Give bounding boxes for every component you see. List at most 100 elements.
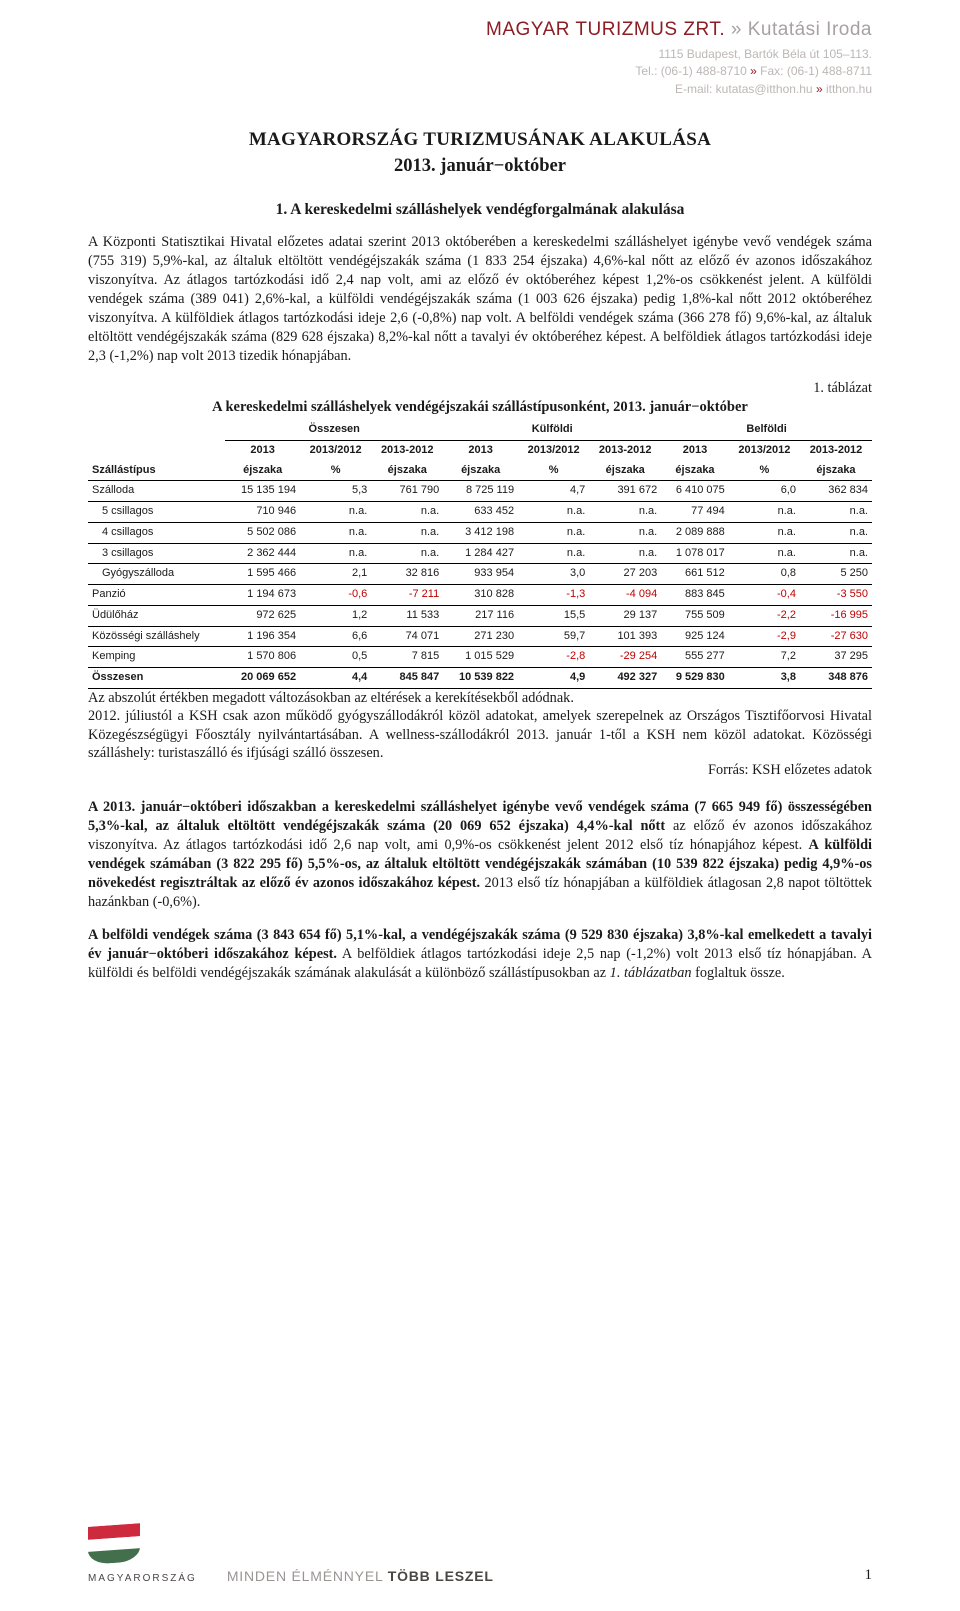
cell: n.a. bbox=[589, 543, 661, 564]
cell: -0,4 bbox=[729, 585, 800, 606]
cell: n.a. bbox=[300, 502, 371, 523]
cell: 6 410 075 bbox=[661, 481, 729, 502]
cell: 59,7 bbox=[518, 626, 589, 647]
unit-col: % bbox=[518, 461, 589, 481]
page-footer: MAGYARORSZÁG MINDEN ÉLMÉNNYEL TÖBB LESZE… bbox=[88, 1525, 872, 1585]
cell: 1 196 354 bbox=[225, 626, 300, 647]
contact-email-line: E-mail: kutatas@itthon.hu » itthon.hu bbox=[486, 81, 872, 98]
table-head: Összesen Külföldi Belföldi 2013 2013/201… bbox=[88, 420, 872, 481]
cell: -0,6 bbox=[300, 585, 371, 606]
table-row: 5 csillagos710 946n.a.n.a.633 452n.a.n.a… bbox=[88, 502, 872, 523]
table-totals-row: Összesen20 069 6524,4845 84710 539 8224,… bbox=[88, 668, 872, 689]
cell: 2 089 888 bbox=[661, 522, 729, 543]
row-label: Szálloda bbox=[88, 481, 225, 502]
cell: 1,2 bbox=[300, 605, 371, 626]
unit-col: éjszaka bbox=[661, 461, 729, 481]
cell: n.a. bbox=[371, 543, 443, 564]
brand-suffix: Kutatási Iroda bbox=[748, 19, 872, 40]
row-label: Kemping bbox=[88, 647, 225, 668]
cell: 1 078 017 bbox=[661, 543, 729, 564]
unit-col: éjszaka bbox=[443, 461, 518, 481]
footer-country: MAGYARORSZÁG bbox=[88, 1573, 197, 1586]
cell: -1,3 bbox=[518, 585, 589, 606]
cell: 1 570 806 bbox=[225, 647, 300, 668]
footnote-1: Az abszolút értékben megadott változások… bbox=[88, 689, 872, 707]
unit-col: % bbox=[300, 461, 371, 481]
year-col: 2013-2012 bbox=[371, 440, 443, 460]
cell: 6,0 bbox=[729, 481, 800, 502]
cell: 710 946 bbox=[225, 502, 300, 523]
table-source: Forrás: KSH előzetes adatok bbox=[88, 762, 872, 780]
cell: 633 452 bbox=[443, 502, 518, 523]
year-col: 2013/2012 bbox=[729, 440, 800, 460]
cell: 492 327 bbox=[589, 668, 661, 689]
cell: n.a. bbox=[729, 522, 800, 543]
cell: 4,4 bbox=[300, 668, 371, 689]
paragraph-2: A 2013. január−októberi időszakban a ker… bbox=[88, 798, 872, 912]
cell: 5 250 bbox=[800, 564, 872, 585]
cell: 755 509 bbox=[661, 605, 729, 626]
contact-phone-line: Tel.: (06-1) 488-8710 » Fax: (06-1) 488-… bbox=[486, 63, 872, 80]
cell: 1 015 529 bbox=[443, 647, 518, 668]
cell: 11 533 bbox=[371, 605, 443, 626]
title-block: MAGYARORSZÁG TURIZMUSÁNAK ALAKULÁSA 2013… bbox=[88, 128, 872, 178]
cell: 7 815 bbox=[371, 647, 443, 668]
table-year-row: 2013 2013/2012 2013-2012 2013 2013/2012 … bbox=[88, 440, 872, 460]
table-row: Üdülőház972 6251,211 533217 11615,529 13… bbox=[88, 605, 872, 626]
row-label: 4 csillagos bbox=[88, 522, 225, 543]
table-row: Kemping1 570 8060,57 8151 015 529-2,8-29… bbox=[88, 647, 872, 668]
contact-address: 1115 Budapest, Bartók Béla út 105–113. bbox=[486, 46, 872, 63]
table-row: 3 csillagos2 362 444n.a.n.a.1 284 427n.a… bbox=[88, 543, 872, 564]
cell: n.a. bbox=[589, 522, 661, 543]
cell: 362 834 bbox=[800, 481, 872, 502]
cell: 4,7 bbox=[518, 481, 589, 502]
year-col: 2013 bbox=[443, 440, 518, 460]
cell: 972 625 bbox=[225, 605, 300, 626]
row-label: Panzió bbox=[88, 585, 225, 606]
cell: 6,6 bbox=[300, 626, 371, 647]
cell: 3,0 bbox=[518, 564, 589, 585]
unit-col: % bbox=[729, 461, 800, 481]
row-label: Gyógyszálloda bbox=[88, 564, 225, 585]
group-col: Külföldi bbox=[443, 420, 661, 440]
table-group-row: Összesen Külföldi Belföldi bbox=[88, 420, 872, 440]
footnote-2: 2012. júliustól a KSH csak azon működő g… bbox=[88, 707, 872, 762]
cell: 15,5 bbox=[518, 605, 589, 626]
table-row: Szálloda15 135 1945,3761 7908 725 1194,7… bbox=[88, 481, 872, 502]
cell: 271 230 bbox=[443, 626, 518, 647]
cell: 845 847 bbox=[371, 668, 443, 689]
cell: 348 876 bbox=[800, 668, 872, 689]
table-row: Panzió1 194 673-0,6-7 211310 828-1,3-4 0… bbox=[88, 585, 872, 606]
cell: 1 595 466 bbox=[225, 564, 300, 585]
cell: 74 071 bbox=[371, 626, 443, 647]
cell: 925 124 bbox=[661, 626, 729, 647]
cell: -2,8 bbox=[518, 647, 589, 668]
cell: 3,8 bbox=[729, 668, 800, 689]
cell: -27 630 bbox=[800, 626, 872, 647]
cell: n.a. bbox=[800, 522, 872, 543]
cell: 8 725 119 bbox=[443, 481, 518, 502]
row-label: Közösségi szálláshely bbox=[88, 626, 225, 647]
cell: 0,5 bbox=[300, 647, 371, 668]
cell: 27 203 bbox=[589, 564, 661, 585]
cell: 5,3 bbox=[300, 481, 371, 502]
data-table: Összesen Külföldi Belföldi 2013 2013/201… bbox=[88, 420, 872, 689]
col0-label: Szállástípus bbox=[88, 461, 225, 481]
cell: 661 512 bbox=[661, 564, 729, 585]
cell: n.a. bbox=[518, 543, 589, 564]
cell: 883 845 bbox=[661, 585, 729, 606]
brand-sep: » bbox=[731, 19, 742, 40]
group-col: Belföldi bbox=[661, 420, 872, 440]
cell: 5 502 086 bbox=[225, 522, 300, 543]
cell: 15 135 194 bbox=[225, 481, 300, 502]
year-col: 2013-2012 bbox=[589, 440, 661, 460]
row-label: Üdülőház bbox=[88, 605, 225, 626]
cell: 0,8 bbox=[729, 564, 800, 585]
contact-block: 1115 Budapest, Bartók Béla út 105–113. T… bbox=[486, 46, 872, 98]
cell: 101 393 bbox=[589, 626, 661, 647]
section-heading: 1. A kereskedelmi szálláshelyek vendégfo… bbox=[88, 200, 872, 219]
flag-icon bbox=[88, 1523, 140, 1565]
cell: 217 116 bbox=[443, 605, 518, 626]
slogan-b: TÖBB LESZEL bbox=[388, 1568, 494, 1584]
slogan-a: MINDEN ÉLMÉNNYEL bbox=[227, 1568, 388, 1584]
